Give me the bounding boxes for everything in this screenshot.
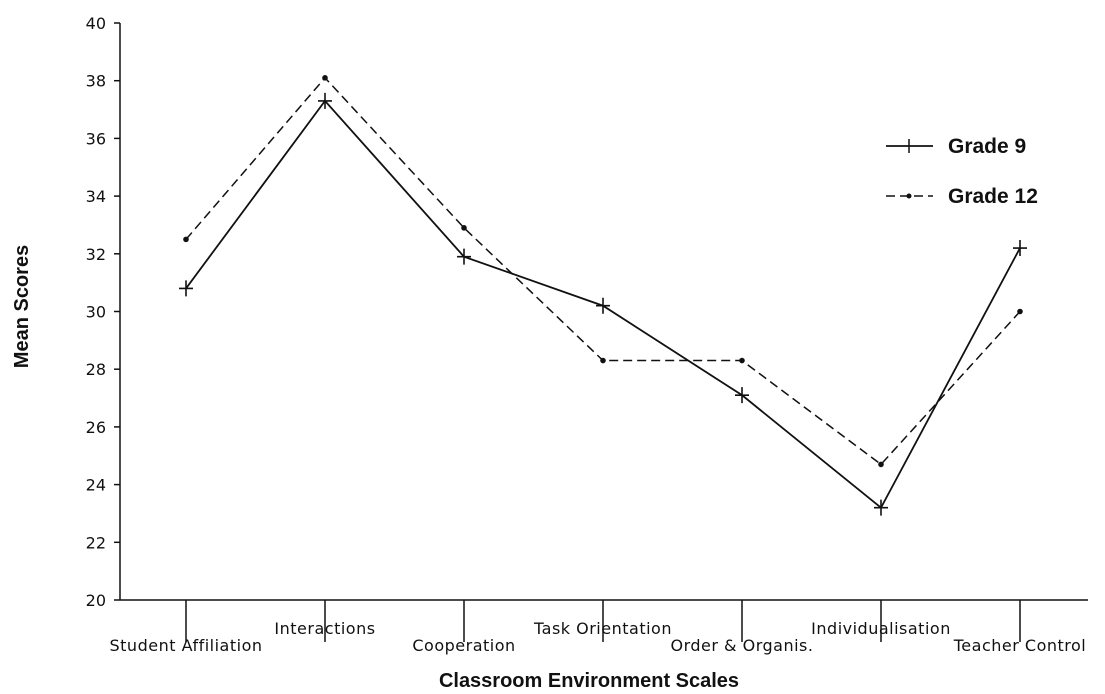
x-tick-label-student-affiliation: Student Affiliation [110, 636, 263, 655]
series-layer [179, 75, 1027, 516]
x-tick-label-individualisation: Individualisation [811, 619, 951, 638]
data-point-grade-12-student-affiliation [183, 236, 189, 243]
y-tick-label: 24 [86, 476, 106, 495]
x-tick-label-order-organis: Order & Organis. [671, 636, 814, 655]
x-tick-label-teacher-control: Teacher Control [953, 636, 1086, 655]
data-point-grade-12-teacher-control [1017, 308, 1023, 315]
y-tick-label: 40 [86, 14, 106, 33]
data-point-grade-9-task-orientation [596, 297, 610, 314]
y-tick-label: 36 [86, 129, 106, 148]
x-axis-ticks: Student Affiliation Interactions Cooperati… [110, 600, 1086, 655]
data-point-grade-12-task-orientation [600, 357, 606, 364]
x-axis-title: Classroom Environment Scales [439, 670, 739, 692]
y-tick-label: 26 [86, 418, 106, 437]
legend-label-grade-9: Grade 9 [948, 135, 1026, 158]
legend-item-grade-12: Grade 12 [886, 185, 1038, 208]
y-tick-label: 20 [86, 591, 106, 610]
data-point-grade-12-order-organis [739, 357, 745, 364]
legend-item-grade-9: Grade 9 [886, 135, 1026, 158]
y-axis-ticks: 20 22 24 26 28 30 32 34 36 38 40 [86, 14, 120, 610]
x-tick-label-task-orientation: Task Orientation [533, 619, 672, 638]
data-point-grade-12-interactions [322, 75, 328, 81]
data-point-grade-9-student-affiliation [179, 280, 193, 297]
x-tick-label-cooperation: Cooperation [412, 636, 515, 655]
data-point-grade-9-order-organis [735, 387, 749, 404]
data-point-grade-9-teacher-control [1013, 240, 1027, 257]
y-tick-label: 28 [86, 360, 106, 379]
data-point-grade-9-interactions [318, 92, 332, 109]
y-tick-label: 38 [86, 72, 106, 91]
data-point-grade-12-cooperation [461, 225, 467, 231]
data-point-grade-9-individualisation [874, 499, 888, 516]
y-tick-label: 22 [86, 533, 106, 552]
y-tick-label: 30 [86, 303, 106, 322]
legend: Grade 9 Grade 12 [886, 135, 1038, 208]
y-axis-title: Mean Scores [11, 245, 33, 368]
legend-label-grade-12: Grade 12 [948, 185, 1038, 208]
x-tick-label-interactions: Interactions [274, 619, 375, 638]
legend-marker-grade-12 [906, 193, 912, 199]
data-point-grade-12-individualisation [878, 461, 884, 468]
y-tick-label: 32 [86, 245, 106, 264]
y-tick-label: 34 [86, 187, 106, 206]
data-point-grade-9-cooperation [457, 248, 471, 265]
series-line-grade-12 [185, 76, 1021, 466]
